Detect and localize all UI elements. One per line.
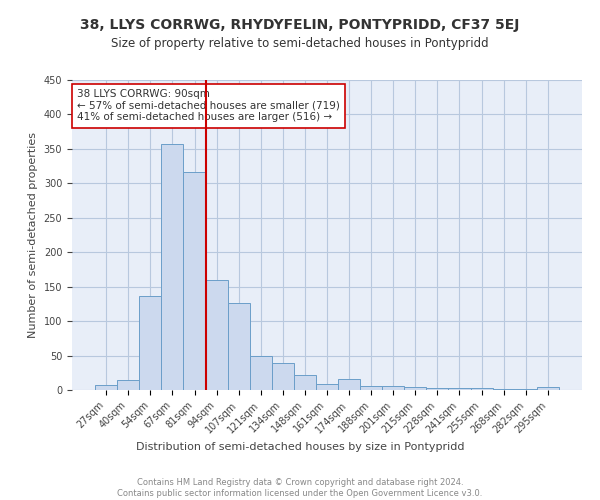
Bar — [360, 386, 382, 390]
Text: Distribution of semi-detached houses by size in Pontypridd: Distribution of semi-detached houses by … — [136, 442, 464, 452]
Text: 38 LLYS CORRWG: 90sqm
← 57% of semi-detached houses are smaller (719)
41% of sem: 38 LLYS CORRWG: 90sqm ← 57% of semi-deta… — [77, 90, 340, 122]
Text: Size of property relative to semi-detached houses in Pontypridd: Size of property relative to semi-detach… — [111, 38, 489, 51]
Bar — [206, 280, 227, 390]
Bar — [117, 380, 139, 390]
Bar — [272, 363, 294, 390]
Text: Contains HM Land Registry data © Crown copyright and database right 2024.
Contai: Contains HM Land Registry data © Crown c… — [118, 478, 482, 498]
Bar — [95, 385, 117, 390]
Bar — [338, 379, 360, 390]
Bar — [184, 172, 206, 390]
Bar — [404, 386, 427, 390]
Bar — [161, 144, 184, 390]
Y-axis label: Number of semi-detached properties: Number of semi-detached properties — [28, 132, 38, 338]
Bar — [139, 296, 161, 390]
Bar — [448, 388, 470, 390]
Bar — [537, 387, 559, 390]
Text: 38, LLYS CORRWG, RHYDYFELIN, PONTYPRIDD, CF37 5EJ: 38, LLYS CORRWG, RHYDYFELIN, PONTYPRIDD,… — [80, 18, 520, 32]
Bar — [427, 388, 448, 390]
Bar — [316, 384, 338, 390]
Bar — [382, 386, 404, 390]
Bar — [250, 356, 272, 390]
Bar — [294, 375, 316, 390]
Bar — [470, 388, 493, 390]
Bar — [227, 302, 250, 390]
